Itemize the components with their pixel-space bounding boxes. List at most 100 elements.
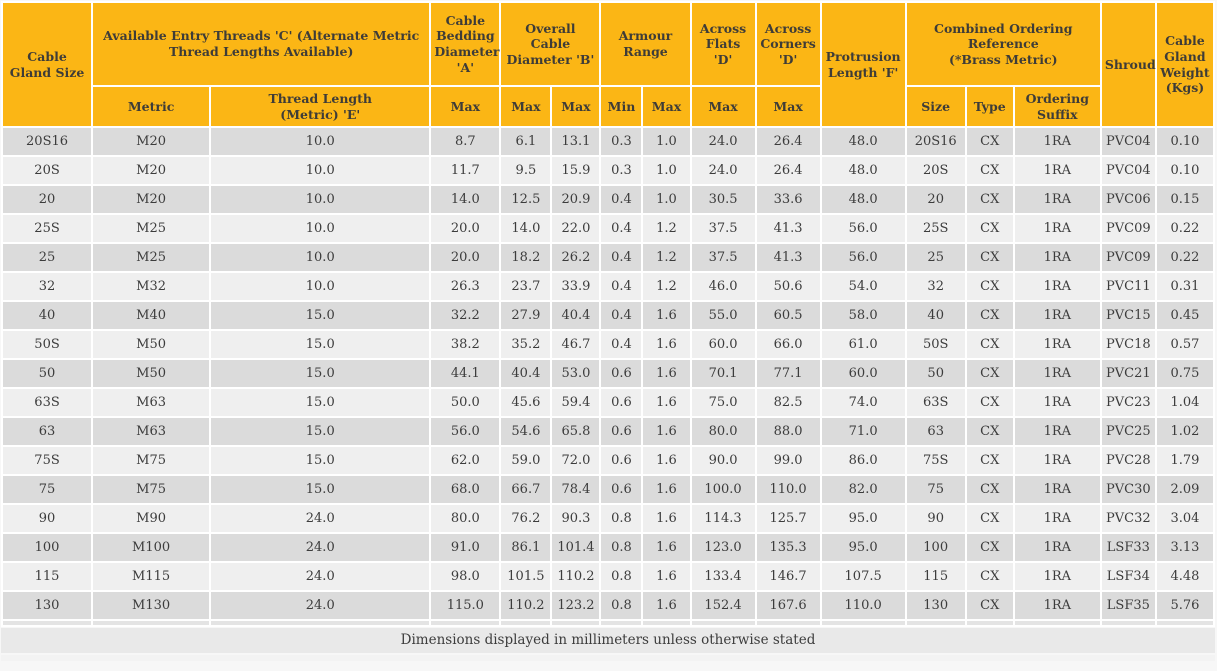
table-cell: 75S — [3, 447, 92, 474]
header-cable-bedding-group: Cable Bedding Diameter 'A' — [431, 3, 500, 85]
table-cell: 63 — [906, 418, 965, 445]
table-cell: M63 — [93, 389, 210, 416]
table-cell: 45.6 — [501, 389, 551, 416]
table-cell: 15.0 — [211, 360, 430, 387]
table-cell: CX — [966, 128, 1013, 155]
table-cell: 1.0 — [643, 157, 690, 184]
table-cell: 90.0 — [691, 447, 755, 474]
table-cell: 1.0 — [643, 128, 690, 155]
table-cell: 0.6 — [601, 447, 642, 474]
table-cell: 26.3 — [431, 273, 500, 300]
table-cell: 1.6 — [643, 389, 690, 416]
table-cell: M115 — [93, 563, 210, 590]
table-cell: 15.0 — [211, 476, 430, 503]
table-cell: 24.0 — [691, 128, 755, 155]
table-cell: 0.4 — [601, 273, 642, 300]
table-cell: 167.6 — [756, 592, 820, 619]
table-cell: 53.0 — [552, 360, 600, 387]
table-header: Cable Gland Size Available Entry Threads… — [3, 3, 1213, 126]
table-cell: 125.7 — [756, 505, 820, 532]
table-cell: 20S — [3, 157, 92, 184]
header-armour-min: Min — [601, 87, 642, 126]
table-cell: LSF33 — [1101, 534, 1155, 561]
table-cell: 86.1 — [501, 534, 551, 561]
table-cell: 100 — [906, 534, 965, 561]
header-bedding-max: Max — [431, 87, 500, 126]
table-cell: 2.09 — [1156, 476, 1213, 503]
header-protrusion-length: Protrusion Length 'F' — [821, 3, 905, 126]
header-across-flats-group: Across Flats 'D' — [691, 3, 755, 85]
table-cell: 1RA — [1014, 389, 1100, 416]
table-cell: 1.6 — [643, 447, 690, 474]
table-cell: M75 — [93, 447, 210, 474]
table-cell: CX — [966, 186, 1013, 213]
table-cell: PVC23 — [1101, 389, 1155, 416]
table-cell: 0.31 — [1156, 273, 1213, 300]
table-cell: CX — [966, 534, 1013, 561]
table-cell: 11.7 — [431, 157, 500, 184]
table-cell: 25 — [906, 244, 965, 271]
table-cell: LSF34 — [1101, 563, 1155, 590]
table-cell: CX — [966, 331, 1013, 358]
cable-gland-spec-table: Cable Gland Size Available Entry Threads… — [1, 1, 1215, 627]
table-cell: 80.0 — [691, 418, 755, 445]
table-cell: 44.1 — [431, 360, 500, 387]
table-end-strip-row — [3, 621, 1213, 625]
table-cell: 130 — [3, 592, 92, 619]
table-cell: 5.76 — [1156, 592, 1213, 619]
table-cell: 59.4 — [552, 389, 600, 416]
table-cell: 80.0 — [431, 505, 500, 532]
table-cell: 20S16 — [906, 128, 965, 155]
table-cell: 1RA — [1014, 244, 1100, 271]
table-cell: 4.48 — [1156, 563, 1213, 590]
table-cell: 54.0 — [821, 273, 905, 300]
table-cell: 1RA — [1014, 476, 1100, 503]
table-cell: 1.0 — [643, 186, 690, 213]
table-cell: 32 — [3, 273, 92, 300]
table-cell: PVC09 — [1101, 215, 1155, 242]
table-cell: 48.0 — [821, 157, 905, 184]
table-cell: PVC32 — [1101, 505, 1155, 532]
table-end-strip-cell — [906, 621, 965, 625]
table-cell: 40 — [906, 302, 965, 329]
table-end-strip-cell — [821, 621, 905, 625]
table-end-strip-cell — [643, 621, 690, 625]
table-cell: 33.9 — [552, 273, 600, 300]
table-cell: 71.0 — [821, 418, 905, 445]
table-cell: 107.5 — [821, 563, 905, 590]
table-cell: 0.57 — [1156, 331, 1213, 358]
table-cell: CX — [966, 273, 1013, 300]
table-cell: 0.10 — [1156, 128, 1213, 155]
table-cell: 1.6 — [643, 505, 690, 532]
table-cell: 66.0 — [756, 331, 820, 358]
table-cell: PVC11 — [1101, 273, 1155, 300]
header-cable-gland-size: Cable Gland Size — [3, 3, 92, 126]
header-metric: Metric — [93, 87, 210, 126]
table-cell: 110.2 — [552, 563, 600, 590]
table-cell: 63 — [3, 418, 92, 445]
table-cell: 25 — [3, 244, 92, 271]
table-cell: 0.15 — [1156, 186, 1213, 213]
table-row: 25 M25 10.0 20.0 18.2 26.2 0.4 1.2 37.5 41.3 56.0 2… — [3, 244, 1213, 271]
table-cell: 40 — [3, 302, 92, 329]
header-ordering-suffix: Ordering Suffix — [1014, 87, 1100, 126]
footer-note: Dimensions displayed in millimeters unle… — [1, 628, 1215, 653]
table-row: 63S M63 15.0 50.0 45.6 59.4 0.6 1.6 75.0 82.5 74.0… — [3, 389, 1213, 416]
table-cell: 18.2 — [501, 244, 551, 271]
table-cell: 32.2 — [431, 302, 500, 329]
table-cell: 15.9 — [552, 157, 600, 184]
header-armour-max: Max — [643, 87, 690, 126]
table-cell: 1.2 — [643, 244, 690, 271]
table-cell: M25 — [93, 215, 210, 242]
table-cell: 66.7 — [501, 476, 551, 503]
table-cell: 50 — [906, 360, 965, 387]
header-weight: Cable Gland Weight (Kgs) — [1156, 3, 1213, 126]
table-cell: 1RA — [1014, 563, 1100, 590]
header-ordering-size: Size — [906, 87, 965, 126]
table-cell: 50S — [906, 331, 965, 358]
table-end-strip-cell — [601, 621, 642, 625]
table-cell: 91.0 — [431, 534, 500, 561]
table-cell: 0.4 — [601, 244, 642, 271]
table-cell: 26.4 — [756, 128, 820, 155]
table-cell: 1.02 — [1156, 418, 1213, 445]
